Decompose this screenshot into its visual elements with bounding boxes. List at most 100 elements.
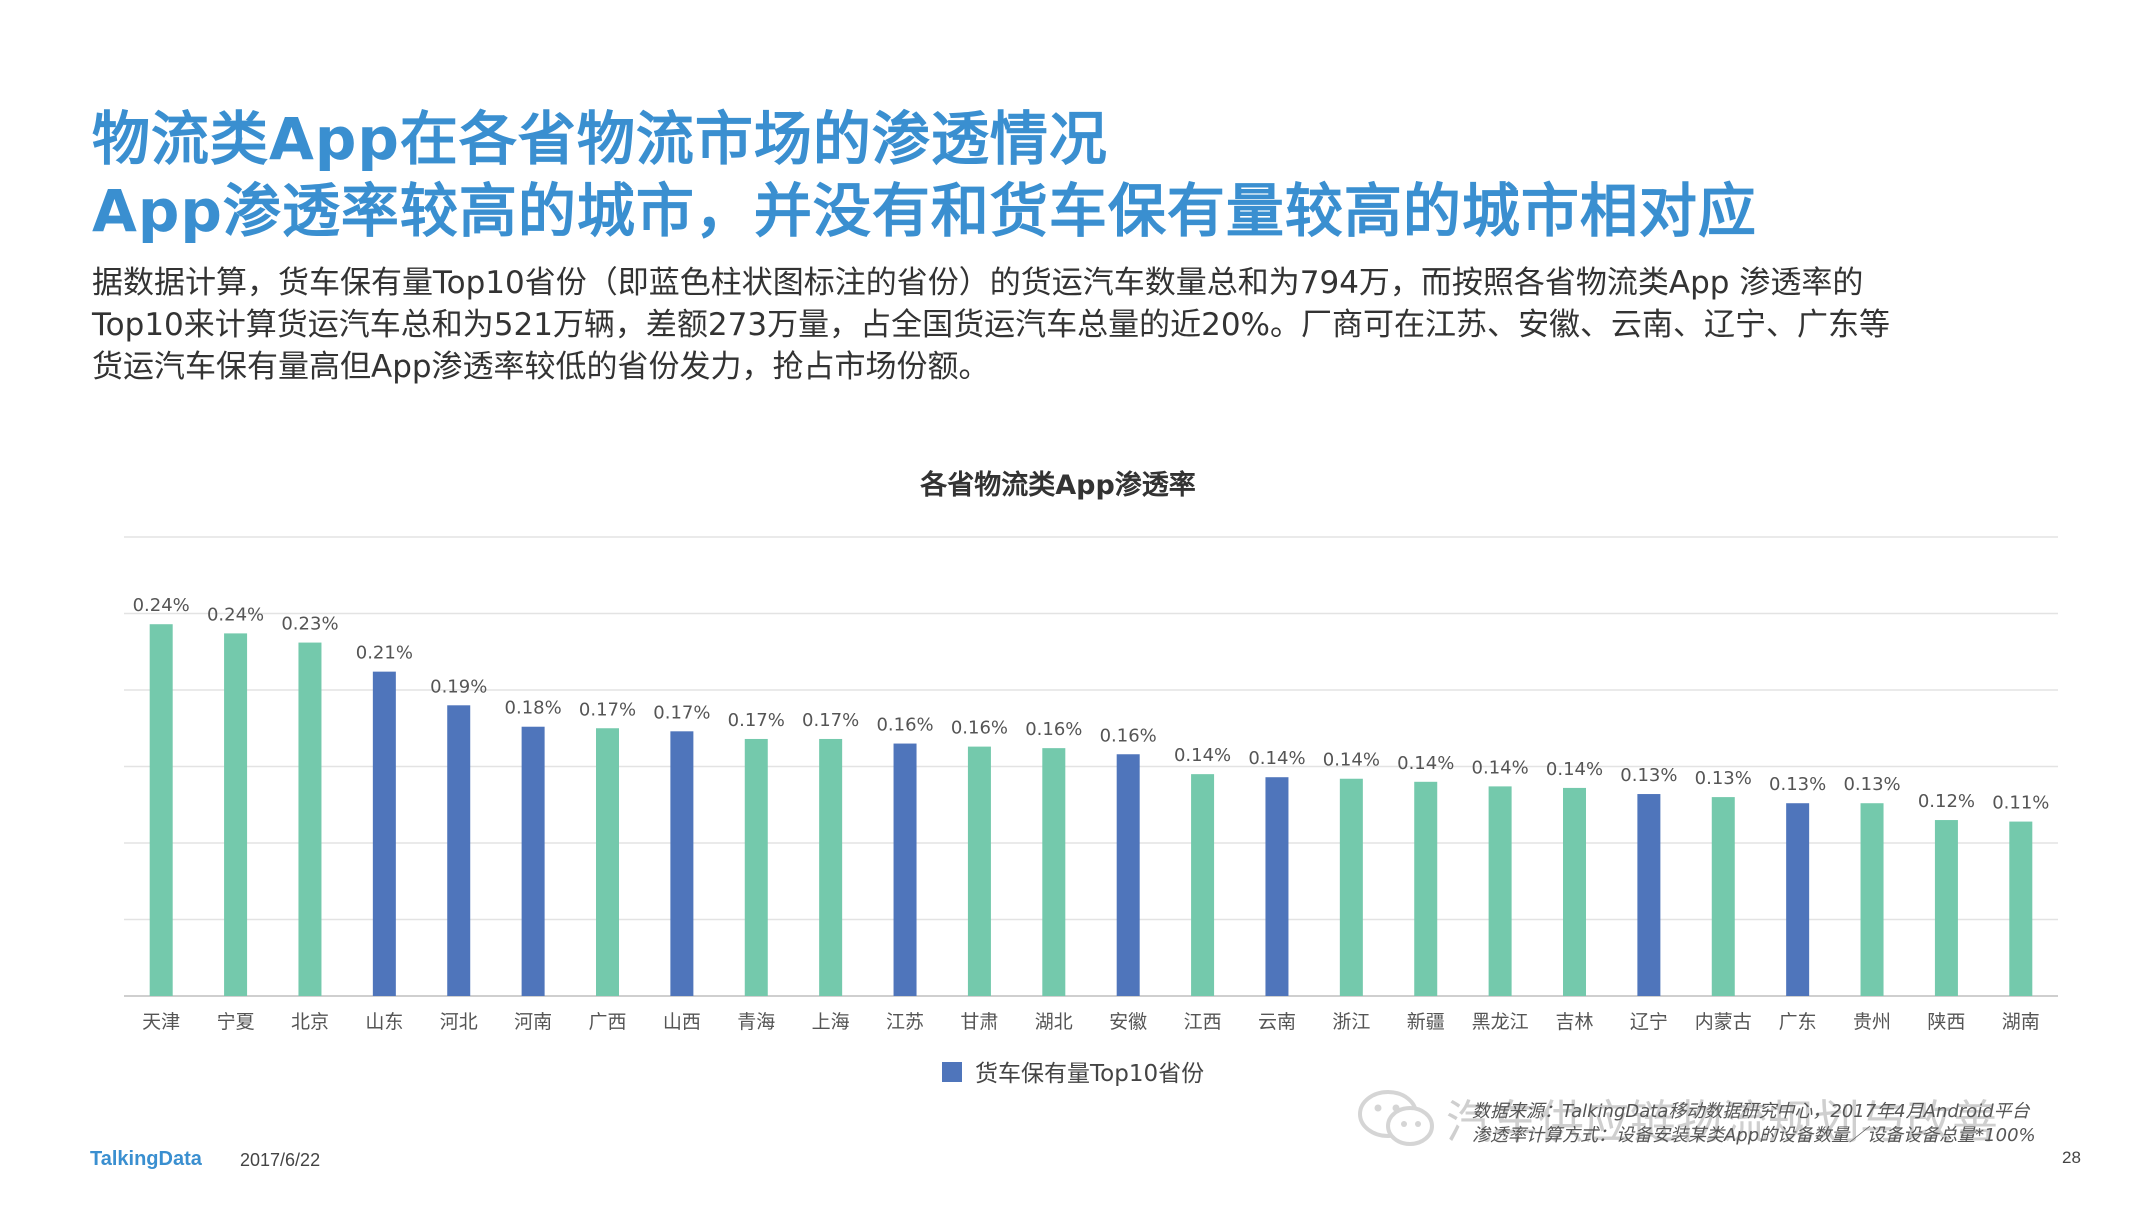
bar-吉林 [1563,787,1586,996]
grid-lines [124,536,2058,997]
data-label: 0.17% [653,702,710,723]
category-label: 江西 [1184,1011,1222,1033]
bar-广东 [1786,803,1810,996]
data-label: 0.14% [1248,748,1305,769]
penetration-bar-chart: 各省物流类App渗透率 0.24% 0.24% 0.23% 0.21% 0.19% 0.1… [124,469,2058,1087]
bar-江苏 [893,743,917,996]
source-note: 数据来源：TalkingData移动数据研究中心，2017年4月Android平… [1472,1100,2036,1148]
source-line: 数据来源：TalkingData移动数据研究中心，2017年4月Android平… [1472,1101,2030,1122]
watermark-text: 汽车供应链物流规划与改善 [1446,1095,1998,1149]
description-text: 据数据计算，货车保有量Top10省份（即蓝色柱状图标注的省份）的货运汽车数量总和… [92,262,2082,388]
bar-宁夏 [224,633,248,996]
bar-山西 [670,731,694,996]
description-line: Top10来计算货运汽车总和为521万辆，差额273万量，占全国货运汽车总量的近… [92,307,1890,343]
category-label: 江苏 [886,1011,924,1033]
category-label: 浙江 [1332,1011,1370,1033]
bar-甘肃 [967,746,991,996]
footer-date: 2017/6/22 [240,1150,321,1170]
bar-天津 [149,624,173,996]
data-label: 0.16% [1025,719,1082,740]
bar-贵州 [1860,803,1884,996]
category-label: 山西 [663,1011,701,1033]
bar-黑龙江 [1488,786,1512,996]
bars [149,624,2033,996]
data-label: 0.16% [876,715,933,736]
category-label: 湖北 [1035,1011,1073,1033]
source-line: 渗透率计算方式：设备安装某类App的设备数量／设备设备总量*100% [1472,1125,2036,1146]
page-number: 28 [2062,1148,2081,1167]
page-title-line1: 物流类App在各省物流市场的渗透情况 [92,105,1108,173]
bar-河北 [447,705,471,996]
data-label: 0.17% [728,710,785,731]
bar-云南 [1265,777,1289,996]
bar-青海 [744,738,768,996]
bar-湖南 [2009,821,2033,996]
category-label: 河北 [440,1011,478,1033]
data-label: 0.23% [281,614,338,635]
data-labels: 0.24% 0.24% 0.23% 0.21% 0.19% 0.18% 0.17% 0.17%… [133,595,2050,813]
category-label: 青海 [737,1011,775,1033]
category-label: 宁夏 [217,1011,255,1033]
data-label: 0.17% [579,699,636,720]
category-label: 辽宁 [1630,1011,1668,1033]
category-label: 安徽 [1109,1011,1147,1033]
data-label: 0.13% [1843,774,1900,795]
data-label: 0.16% [951,718,1008,739]
data-label: 0.17% [802,710,859,731]
category-label: 湖南 [2002,1011,2040,1033]
category-label: 黑龙江 [1472,1011,1529,1033]
bar-辽宁 [1637,794,1661,996]
category-label: 甘肃 [960,1011,998,1033]
legend: 货车保有量Top10省份 [942,1061,1204,1087]
category-label: 山东 [365,1011,403,1033]
talkingdata-logo: TalkingData [90,1148,202,1170]
data-label: 0.18% [505,698,562,719]
data-label: 0.14% [1323,750,1380,771]
data-label: 0.13% [1695,768,1752,789]
data-label: 0.14% [1397,753,1454,774]
bar-上海 [819,738,843,996]
bar-山东 [372,671,396,996]
bar-安徽 [1116,754,1140,996]
category-label: 广西 [588,1011,626,1033]
data-label: 0.13% [1769,774,1826,795]
bar-新疆 [1414,781,1438,996]
bar-陕西 [1934,820,1958,996]
category-label: 云南 [1258,1011,1296,1033]
category-label: 吉林 [1555,1011,1593,1033]
category-label: 新疆 [1407,1011,1445,1033]
bar-北京 [298,642,322,996]
category-labels: 天津 宁夏 北京 山东 河北 河南 广西 山西 青海 上海 江苏 甘肃 湖北 安徽 江西 云南 浙江 新疆 黑龙江 吉… [142,1011,2040,1033]
page-title-line2: App渗透率较高的城市，并没有和货车保有量较高的城市相对应 [92,177,1757,245]
bar-内蒙古 [1711,797,1735,996]
bar-河南 [521,726,545,996]
wechat-icon [1358,1090,1434,1146]
description-line: 据数据计算，货车保有量Top10省份（即蓝色柱状图标注的省份）的货运汽车数量总和… [92,265,1864,301]
data-label: 0.16% [1100,725,1157,746]
data-label: 0.14% [1174,745,1231,766]
data-label: 0.14% [1546,759,1603,780]
description-line: 货运汽车保有量高但App渗透率较低的省份发力，抢占市场份额。 [92,349,990,385]
legend-label: 货车保有量Top10省份 [975,1061,1204,1087]
data-label: 0.21% [356,643,413,664]
data-label: 0.12% [1918,791,1975,812]
category-label: 贵州 [1853,1011,1891,1033]
category-label: 上海 [812,1011,850,1033]
bar-浙江 [1339,778,1363,996]
data-label: 0.13% [1620,765,1677,786]
category-label: 内蒙古 [1695,1011,1752,1033]
data-label: 0.24% [133,595,190,616]
watermark: 汽车供应链物流规划与改善 [1358,1086,1998,1152]
bar-湖北 [1042,748,1066,996]
data-label: 0.14% [1472,757,1529,778]
data-label: 0.19% [430,676,487,697]
data-label: 0.24% [207,604,264,625]
category-label: 河南 [514,1011,552,1033]
bar-江西 [1191,774,1215,996]
bar-广西 [596,728,619,996]
data-label: 0.11% [1992,793,2049,814]
category-label: 天津 [142,1011,180,1033]
chart-title: 各省物流类App渗透率 [919,469,1196,501]
category-label: 陕西 [1927,1011,1965,1033]
category-label: 北京 [291,1011,329,1033]
